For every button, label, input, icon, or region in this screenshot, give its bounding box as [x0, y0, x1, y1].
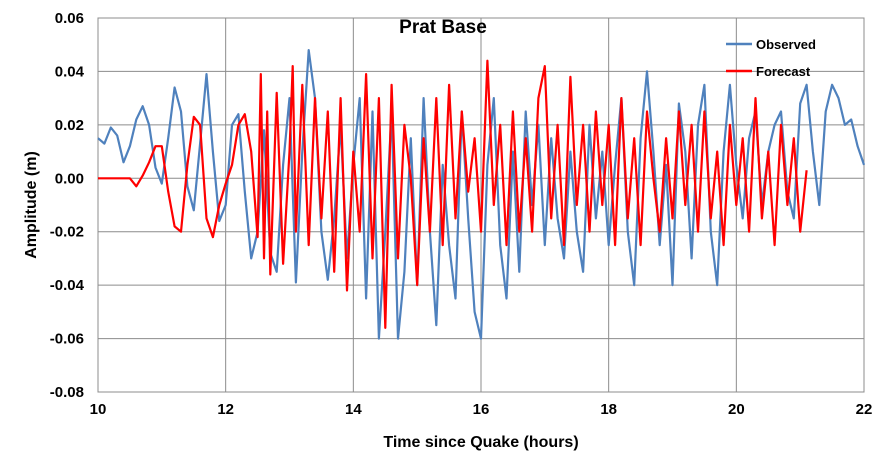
y-tick-label: -0.02	[50, 224, 84, 241]
y-tick-label: -0.04	[50, 277, 85, 294]
x-tick-labels: 10 12 14 16 18 20 22	[90, 401, 873, 418]
legend: Observed Forecast	[726, 37, 816, 79]
x-tick-label: 12	[217, 401, 234, 418]
x-tick-label: 10	[90, 401, 107, 418]
y-tick-label: 0.06	[55, 10, 84, 27]
x-axis-title: Time since Quake (hours)	[383, 434, 578, 451]
legend-label-forecast: Forecast	[756, 64, 811, 79]
chart-title: Prat Base	[399, 17, 487, 38]
x-tick-label: 18	[600, 401, 617, 418]
x-tick-label: 20	[728, 401, 745, 418]
y-axis-title: Amplitude (m)	[23, 151, 40, 259]
y-tick-label: 0.04	[55, 63, 85, 80]
y-tick-label: 0.02	[55, 117, 84, 134]
series-line-observed	[97, 48, 866, 340]
legend-label-observed: Observed	[756, 37, 816, 52]
series-lines	[97, 48, 866, 340]
x-tick-label: 14	[345, 401, 362, 418]
series-line-forecast	[98, 59, 808, 329]
y-tick-label: -0.06	[50, 331, 84, 348]
y-tick-labels: -0.08 -0.06 -0.04 -0.02 0.00 0.02 0.04 0.06	[50, 10, 85, 401]
x-tick-label: 22	[856, 401, 873, 418]
y-tick-label: -0.08	[50, 384, 84, 401]
y-tick-label: 0.00	[55, 170, 84, 187]
x-tick-label: 16	[473, 401, 490, 418]
